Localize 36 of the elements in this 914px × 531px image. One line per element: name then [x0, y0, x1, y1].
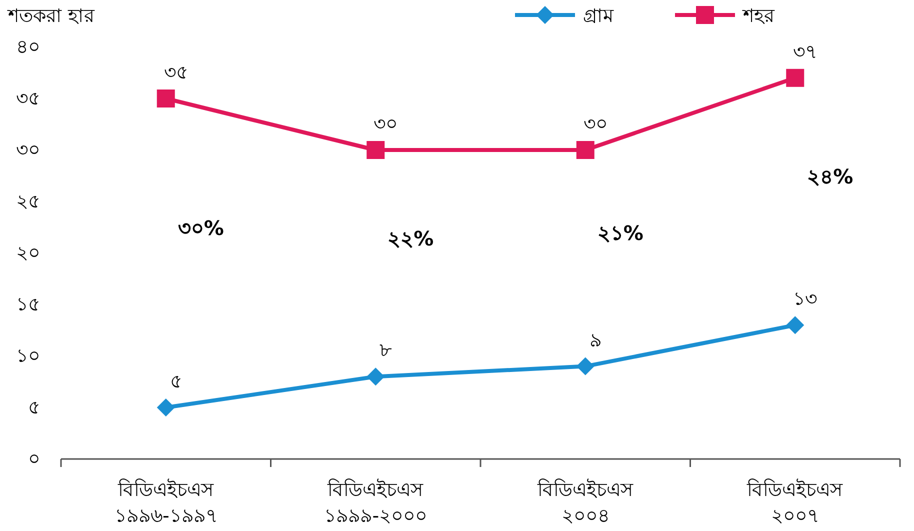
y-axis-title: শতকরা হার	[7, 5, 96, 27]
y-tick-label: ১৫	[16, 294, 40, 316]
y-tick-label: ৫	[28, 396, 40, 418]
point	[786, 316, 804, 334]
y-tick-label: ০	[28, 448, 40, 470]
data-label: ৩৫	[164, 62, 188, 84]
point	[156, 398, 175, 416]
data-label: ১৩	[793, 288, 818, 310]
point	[576, 357, 594, 376]
data-label: ৩০	[374, 113, 398, 135]
annotation: ২১%	[597, 221, 644, 246]
x-tick-label: বিডিএইচএস ১৯৯৬-১৯৯৭	[114, 479, 218, 527]
annotation: ২২%	[388, 226, 434, 250]
data-label: ৫	[170, 370, 182, 392]
x-tick-label: বিডিএইচএস ২০০৪	[536, 479, 634, 527]
y-tick-label: ২০	[16, 242, 40, 264]
point	[366, 368, 385, 386]
y-tick-label: ২৫	[16, 190, 40, 212]
point	[366, 141, 385, 159]
data-label: ৮	[380, 340, 393, 362]
point	[156, 90, 175, 108]
legend-label: গ্রাম	[583, 5, 614, 27]
legend-label: শহর	[742, 5, 775, 27]
data-label: ৩৭	[793, 40, 818, 63]
x-tick-label: বিডিএইচএস ১৯৯৯-২০০০	[324, 479, 428, 527]
data-label: ৩০	[583, 113, 608, 135]
annotation: ২৪%	[807, 164, 854, 188]
y-tick-label: ৩০	[16, 139, 40, 161]
annotation: ৩০%	[178, 216, 224, 240]
x-tick-label: বিডিএইচএস ২০০৭	[746, 479, 844, 527]
data-label: ৯	[589, 329, 602, 352]
point	[786, 68, 804, 87]
y-tick-label: ৪০	[16, 36, 40, 58]
y-tick-label: ৩৫	[16, 88, 40, 110]
point	[576, 141, 594, 159]
y-tick-label: ১০	[16, 345, 40, 367]
